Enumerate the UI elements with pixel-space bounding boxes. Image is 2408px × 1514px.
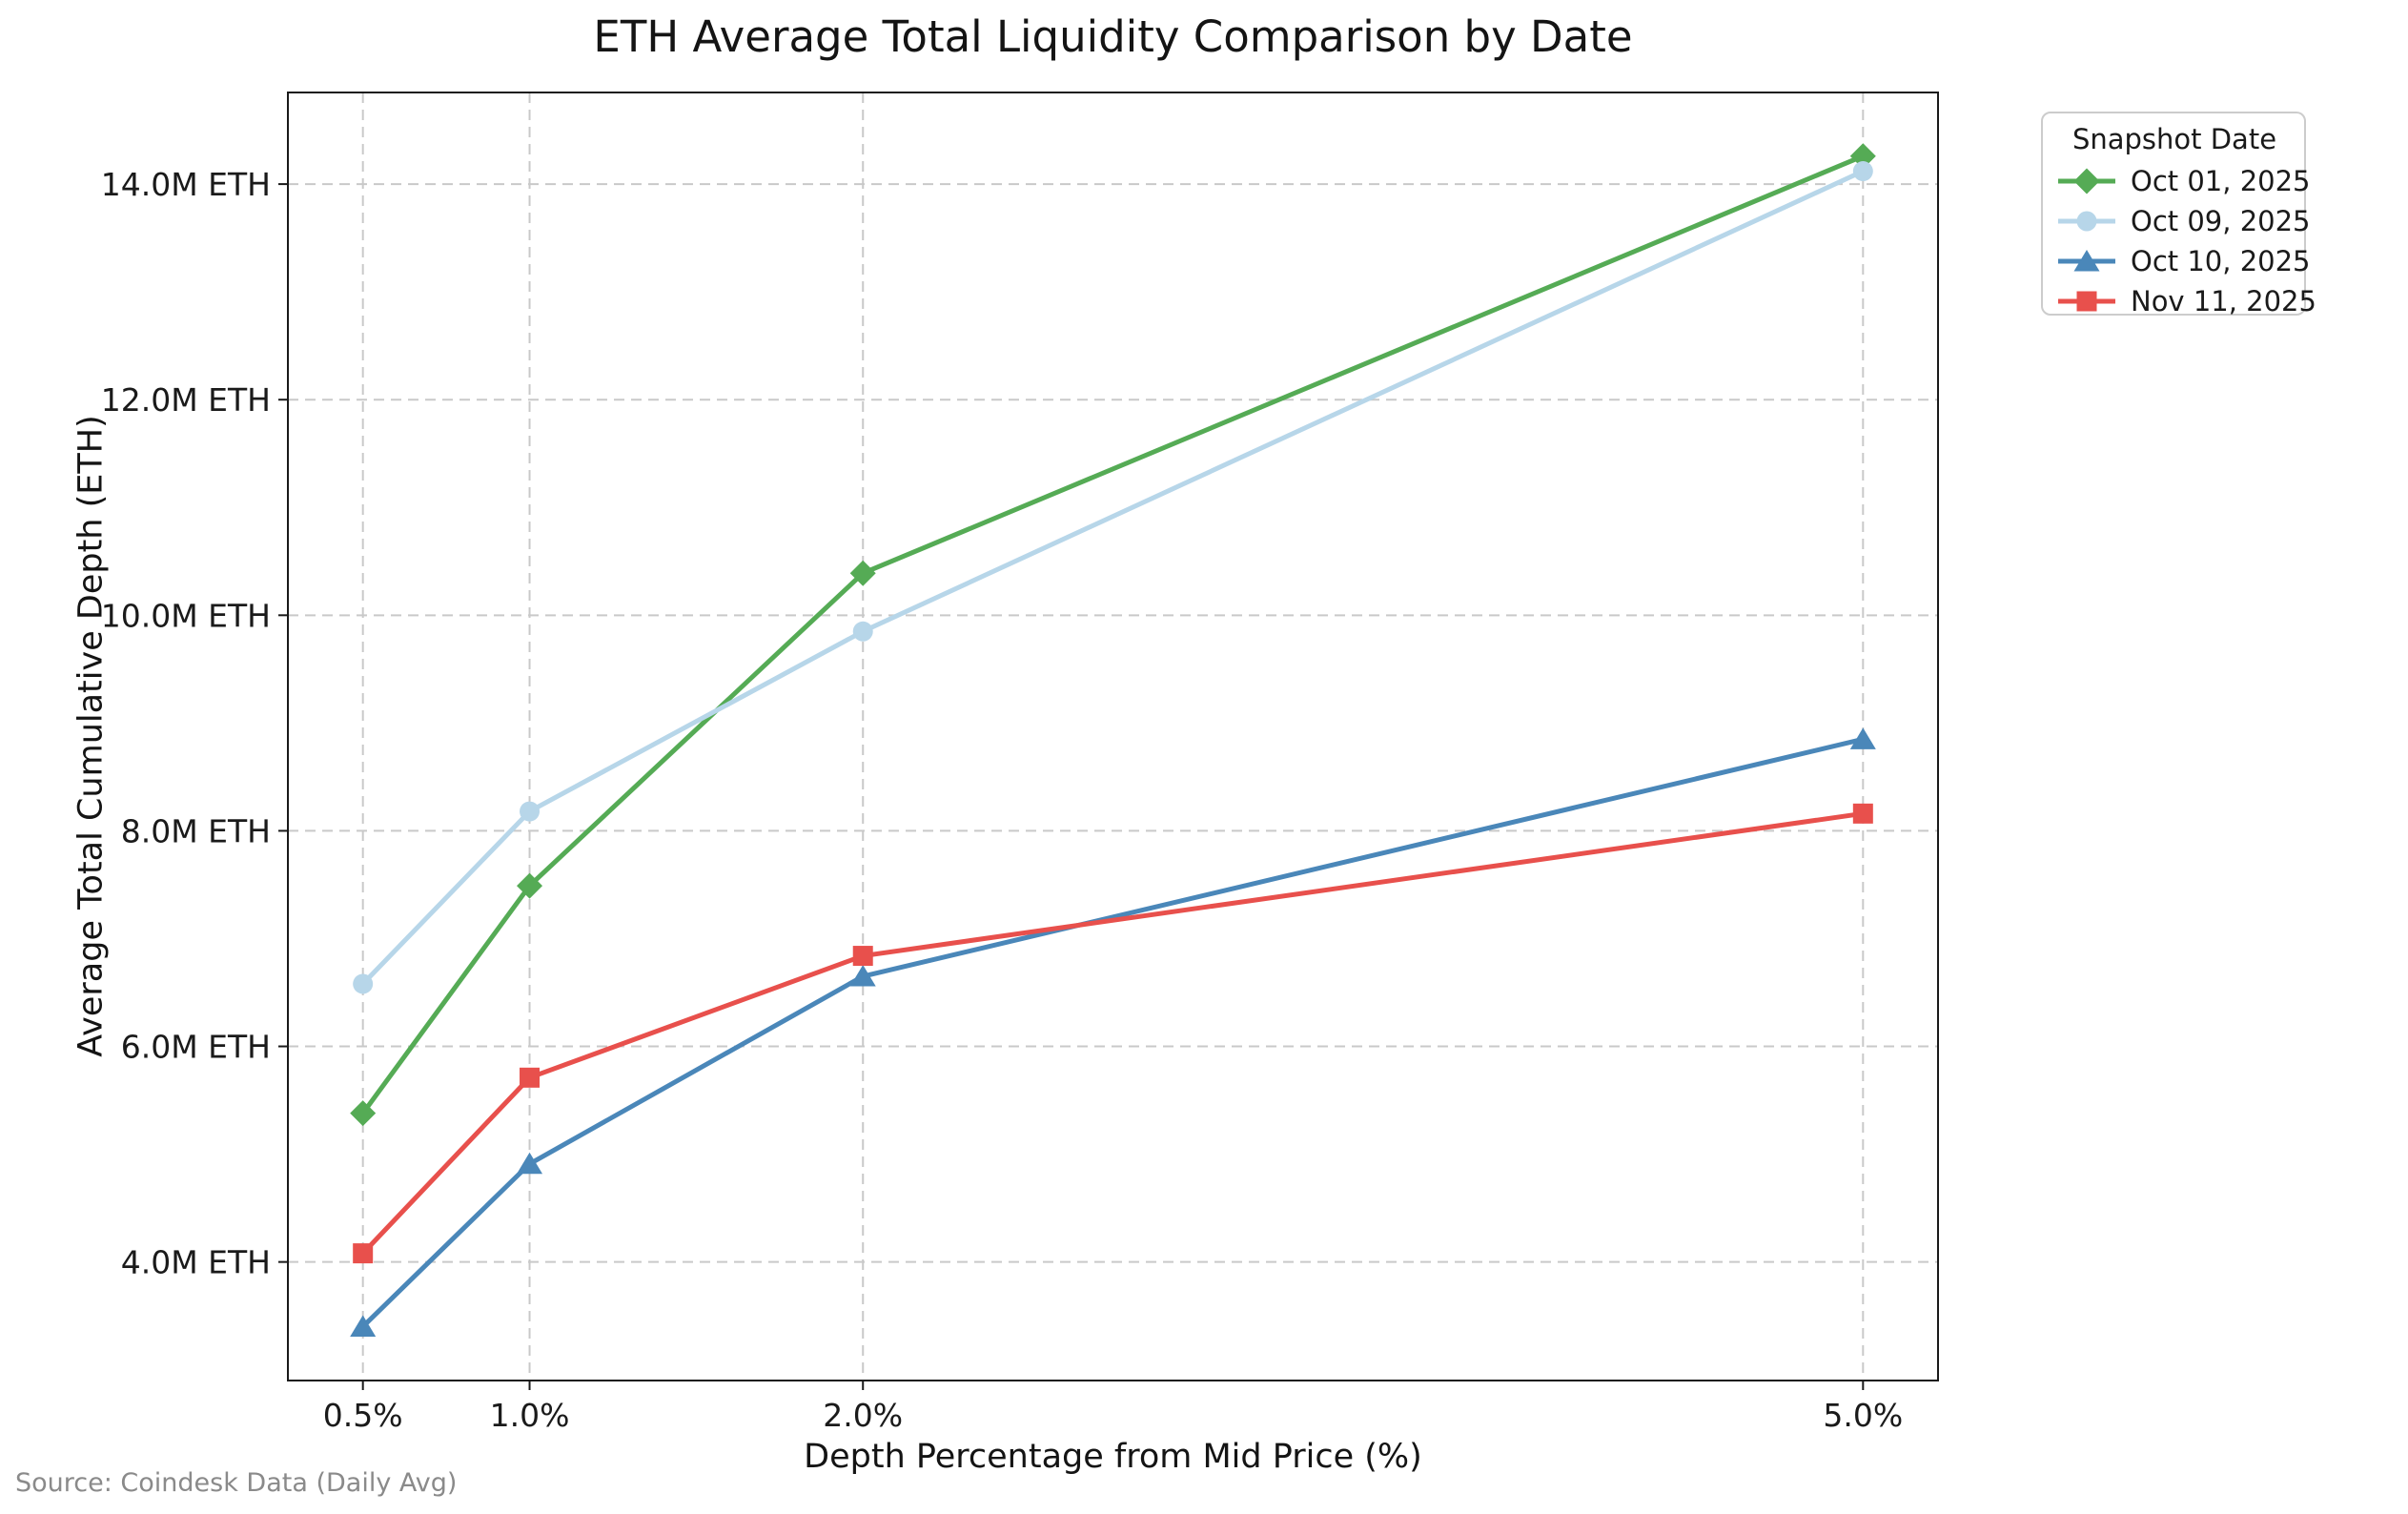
triangle-marker [849, 965, 876, 987]
diamond-marker [350, 1100, 377, 1127]
circle-marker [1852, 161, 1873, 182]
diamond-marker [517, 872, 543, 899]
legend-items: Oct 01, 2025 Oct 09, 2025 Oct 10, 2025 Nov … [2056, 161, 2316, 321]
legend-item-label: Nov 11, 2025 [2131, 285, 2316, 317]
y-tick-label: 10.0M ETH [101, 597, 271, 634]
series-oct-09-2025-line [360, 169, 1866, 987]
y-tick-label: 14.0M ETH [101, 166, 271, 203]
series-oct-10-2025-line [360, 736, 1866, 1329]
source-note: Source: Coindesk Data (Daily Avg) [15, 1468, 458, 1498]
diamond-marker [849, 560, 876, 586]
legend-key-icon [2058, 211, 2115, 232]
legend-item: Oct 09, 2025 [2056, 201, 2311, 241]
x-tick-label: 2.0% [823, 1397, 903, 1434]
series-nov-11-2025-line [360, 810, 1866, 1257]
y-tick-label: 8.0M ETH [121, 812, 271, 849]
legend: Snapshot Date Oct 01, 2025 Oct 09, 2025 Oc… [2041, 112, 2316, 317]
y-tick-label: 4.0M ETH [121, 1244, 271, 1281]
legend-item-label: Oct 10, 2025 [2131, 245, 2311, 277]
y-axis-label: Average Total Cumulative Depth (ETH) [71, 415, 111, 1057]
diamond-marker [1849, 143, 1876, 170]
x-tick-label: 1.0% [490, 1397, 570, 1434]
legend-item: Oct 10, 2025 [2056, 241, 2311, 281]
square-marker [520, 1067, 541, 1088]
square-marker [1852, 803, 1873, 824]
square-marker [353, 1243, 374, 1264]
circle-marker [520, 801, 541, 822]
triangle-marker [1849, 727, 1876, 749]
triangle-marker [517, 1152, 543, 1175]
x-tick-label: 5.0% [1823, 1397, 1903, 1434]
legend-key-icon [2058, 168, 2115, 194]
triangle-marker [350, 1315, 377, 1337]
square-marker [2076, 291, 2097, 312]
triangle-marker [2073, 250, 2100, 272]
x-axis-label: Depth Percentage from Mid Price (%) [804, 1438, 1422, 1476]
series-oct-01-2025 [350, 143, 1876, 1127]
square-marker [852, 946, 873, 967]
circle-marker [2076, 211, 2097, 232]
diamond-marker [2073, 168, 2100, 194]
series-nov-11-2025 [353, 803, 1873, 1264]
series-oct-01-2025-line [360, 153, 1866, 1116]
legend-item: Nov 11, 2025 [2056, 281, 2316, 321]
y-tick-label: 6.0M ETH [121, 1029, 271, 1066]
x-tick-label: 0.5% [323, 1397, 403, 1434]
legend-key-icon [2058, 291, 2115, 312]
legend-item: Oct 01, 2025 [2056, 161, 2311, 201]
axes-spines [287, 92, 1939, 1381]
chart-title: ETH Average Total Liquidity Comparison b… [593, 11, 1633, 62]
y-tick-label: 12.0M ETH [101, 381, 271, 419]
series-oct-10-2025 [350, 727, 1876, 1337]
series-oct-09-2025 [353, 161, 1873, 994]
legend-item-label: Oct 01, 2025 [2131, 165, 2311, 197]
circle-marker [852, 621, 873, 642]
legend-key-icon [2058, 250, 2115, 272]
legend-title: Snapshot Date [2071, 123, 2277, 155]
legend-item-label: Oct 09, 2025 [2131, 205, 2311, 237]
circle-marker [353, 973, 374, 994]
